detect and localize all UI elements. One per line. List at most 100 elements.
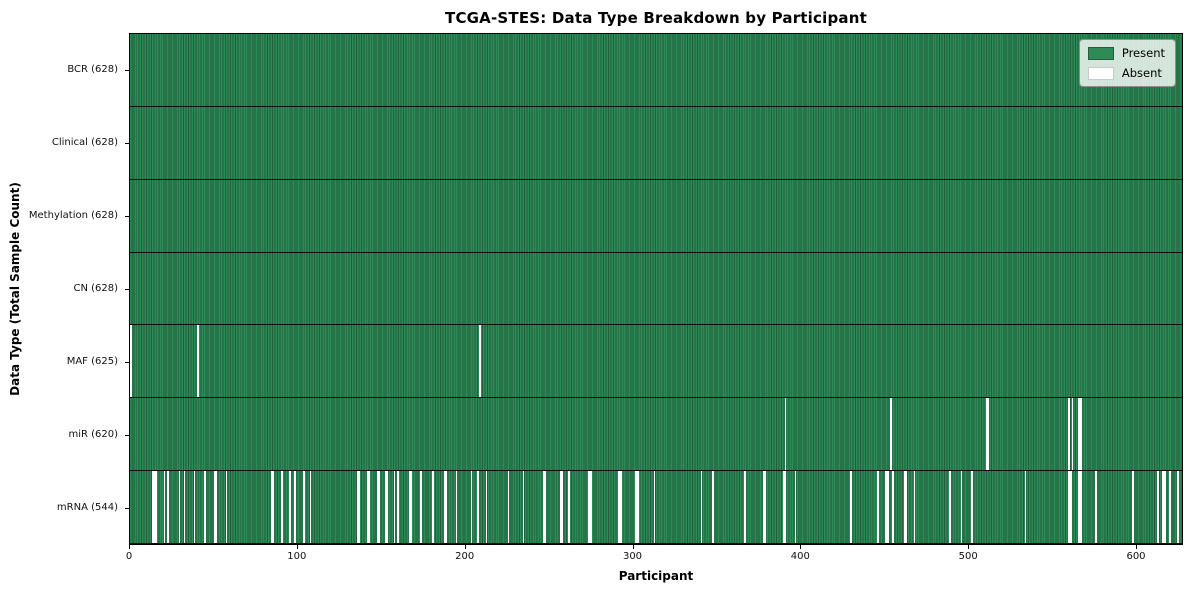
absent-stripe — [903, 471, 908, 544]
absent-stripe — [270, 471, 275, 544]
xtick-label: 0 — [125, 551, 133, 562]
absent-stripe — [477, 471, 480, 544]
ytick-mark — [125, 142, 129, 144]
absent-stripe — [479, 325, 481, 398]
absent-stripe — [762, 471, 767, 544]
absent-stripe — [302, 471, 305, 544]
xtick-mark — [632, 545, 634, 549]
xtick-label: 200 — [455, 551, 475, 562]
row-cn — [130, 252, 1182, 326]
absent-stripe — [130, 325, 132, 398]
ytick-label-clinical: Clinical (628) — [51, 136, 118, 148]
absent-stripe — [163, 471, 166, 544]
row-methylation — [130, 179, 1182, 253]
absent-stripe — [385, 471, 389, 544]
absent-stripe — [213, 471, 218, 544]
xtick-label: 400 — [790, 551, 810, 562]
absent-stripe — [376, 471, 381, 544]
absent-stripe — [542, 471, 547, 544]
ytick-mark — [125, 289, 129, 290]
absent-stripe — [522, 471, 525, 544]
xtick-label: 500 — [958, 551, 978, 562]
ytick-label-methylation: Methylation (628) — [28, 209, 118, 221]
xtick-mark — [800, 545, 802, 549]
absent-stripe — [1162, 471, 1166, 544]
absent-stripe — [432, 471, 434, 544]
absent-stripe — [1068, 471, 1072, 544]
absent-stripe — [420, 471, 423, 544]
absent-stripe — [1078, 471, 1082, 544]
absent-stripe — [151, 471, 157, 544]
absent-stripe — [193, 471, 196, 544]
absent-stripe — [1071, 398, 1074, 471]
absent-stripe — [588, 471, 592, 544]
ytick-label-mrna: mRNA (544) — [56, 502, 118, 514]
absent-stripe — [885, 471, 889, 544]
absent-stripe — [700, 471, 703, 544]
absent-stripe — [712, 471, 715, 544]
absent-stripe — [166, 471, 169, 544]
ytick-mark — [125, 435, 129, 437]
absent-stripe — [1177, 471, 1179, 544]
xtick-label: 600 — [1126, 551, 1146, 562]
legend-swatch-present — [1087, 46, 1114, 60]
ytick-mark — [125, 215, 129, 217]
xtick-mark — [296, 545, 298, 549]
absent-stripe — [744, 471, 746, 544]
absent-stripe — [876, 471, 879, 544]
absent-stripe — [455, 471, 458, 544]
absent-stripe — [782, 471, 787, 544]
legend: Present Absent — [1078, 39, 1176, 87]
legend-label: Absent — [1121, 66, 1162, 80]
absent-stripe — [970, 471, 973, 544]
absent-stripe — [891, 471, 894, 544]
xtick-mark — [129, 545, 130, 549]
absent-stripe — [559, 471, 563, 544]
absent-stripe — [850, 471, 852, 544]
absent-stripe — [618, 471, 622, 544]
absent-stripe — [794, 471, 797, 544]
xtick-mark — [1136, 545, 1137, 549]
absent-stripe — [635, 471, 639, 544]
absent-stripe — [203, 471, 206, 544]
ytick-label-maf: MAF (625) — [66, 356, 118, 368]
absent-stripe — [960, 471, 963, 544]
absent-stripe — [1078, 398, 1082, 471]
absent-stripe — [443, 471, 448, 544]
absent-stripe — [1068, 398, 1070, 471]
legend-entry-present: Present — [1087, 46, 1165, 60]
absent-stripe — [281, 471, 283, 544]
absent-stripe — [485, 471, 488, 544]
legend-entry-absent: Absent — [1087, 66, 1165, 80]
absent-stripe — [784, 398, 787, 471]
absent-stripe — [913, 471, 916, 544]
absent-stripe — [1168, 471, 1171, 544]
absent-stripe — [309, 471, 312, 544]
row-bcr — [130, 34, 1182, 107]
absent-stripe — [1024, 471, 1027, 544]
absent-stripe — [949, 471, 951, 544]
x-axis-label: Participant — [618, 569, 694, 583]
absent-stripe — [183, 471, 186, 544]
absent-stripe — [294, 471, 297, 544]
ytick-mark — [125, 362, 129, 364]
absent-stripe — [178, 471, 181, 544]
ytick-label-mir: miR (620) — [68, 429, 118, 441]
xtick-label: 300 — [622, 551, 643, 562]
absent-stripe — [1157, 471, 1159, 544]
ytick-label-cn: CN (628) — [73, 283, 118, 294]
absent-stripe — [366, 471, 370, 544]
ytick-mark — [125, 508, 129, 510]
absent-stripe — [225, 471, 228, 544]
ytick-label-bcr: BCR (628) — [67, 63, 118, 75]
legend-label: Present — [1121, 46, 1165, 60]
legend-swatch-absent — [1087, 66, 1114, 80]
xtick-label: 100 — [287, 551, 307, 562]
absent-stripe — [890, 398, 892, 471]
absent-stripe — [653, 471, 656, 544]
row-maf — [130, 325, 1182, 399]
absent-stripe — [197, 325, 199, 398]
absent-stripe — [1095, 471, 1097, 544]
xtick-mark — [464, 545, 466, 549]
